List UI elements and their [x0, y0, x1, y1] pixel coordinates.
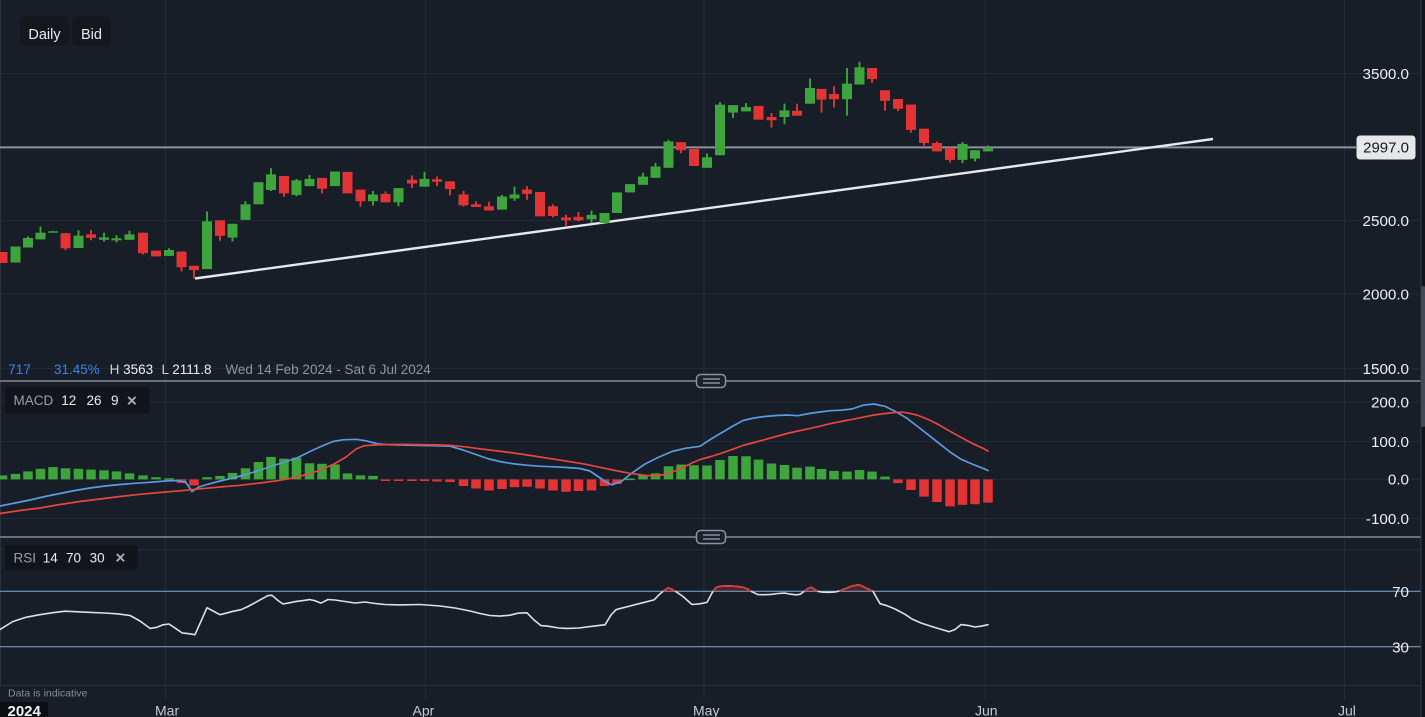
svg-text:L 2111.8: L 2111.8 [162, 362, 212, 377]
svg-text:Jun: Jun [975, 703, 998, 717]
svg-text:2024: 2024 [8, 703, 42, 717]
svg-text:Bid: Bid [81, 27, 102, 43]
svg-text:✕: ✕ [126, 393, 137, 408]
svg-text:-100.0: -100.0 [1366, 511, 1409, 528]
svg-text:30: 30 [1392, 639, 1409, 656]
svg-text:2500.0: 2500.0 [1363, 213, 1409, 230]
svg-text:70: 70 [1392, 584, 1409, 601]
svg-text:31.45%: 31.45% [54, 362, 100, 377]
svg-text:May: May [693, 703, 719, 717]
svg-text:200.0: 200.0 [1371, 395, 1409, 412]
svg-text:717: 717 [8, 362, 31, 377]
svg-text:Data is indicative: Data is indicative [8, 688, 88, 700]
svg-text:26: 26 [87, 393, 102, 408]
svg-text:Apr: Apr [413, 703, 435, 717]
svg-text:RSI: RSI [14, 550, 37, 565]
svg-text:H 3563: H 3563 [110, 362, 154, 377]
svg-text:14: 14 [43, 550, 59, 565]
svg-text:9: 9 [111, 393, 119, 408]
svg-text:Jul: Jul [1338, 703, 1356, 717]
svg-text:100.0: 100.0 [1371, 434, 1409, 451]
svg-text:MACD: MACD [14, 393, 54, 408]
svg-text:0.0: 0.0 [1388, 472, 1409, 489]
svg-text:30: 30 [90, 550, 105, 565]
svg-text:1500.0: 1500.0 [1363, 361, 1409, 378]
svg-text:2000.0: 2000.0 [1363, 287, 1409, 304]
svg-text:Wed 14 Feb 2024 - Sat 6 Jul 20: Wed 14 Feb 2024 - Sat 6 Jul 2024 [225, 362, 431, 377]
svg-text:2997.0: 2997.0 [1363, 140, 1409, 157]
svg-text:✕: ✕ [115, 551, 126, 566]
svg-text:Daily: Daily [28, 27, 61, 43]
svg-text:Mar: Mar [155, 703, 179, 717]
svg-text:70: 70 [66, 550, 81, 565]
svg-text:12: 12 [61, 393, 76, 408]
svg-text:3500.0: 3500.0 [1363, 66, 1409, 83]
